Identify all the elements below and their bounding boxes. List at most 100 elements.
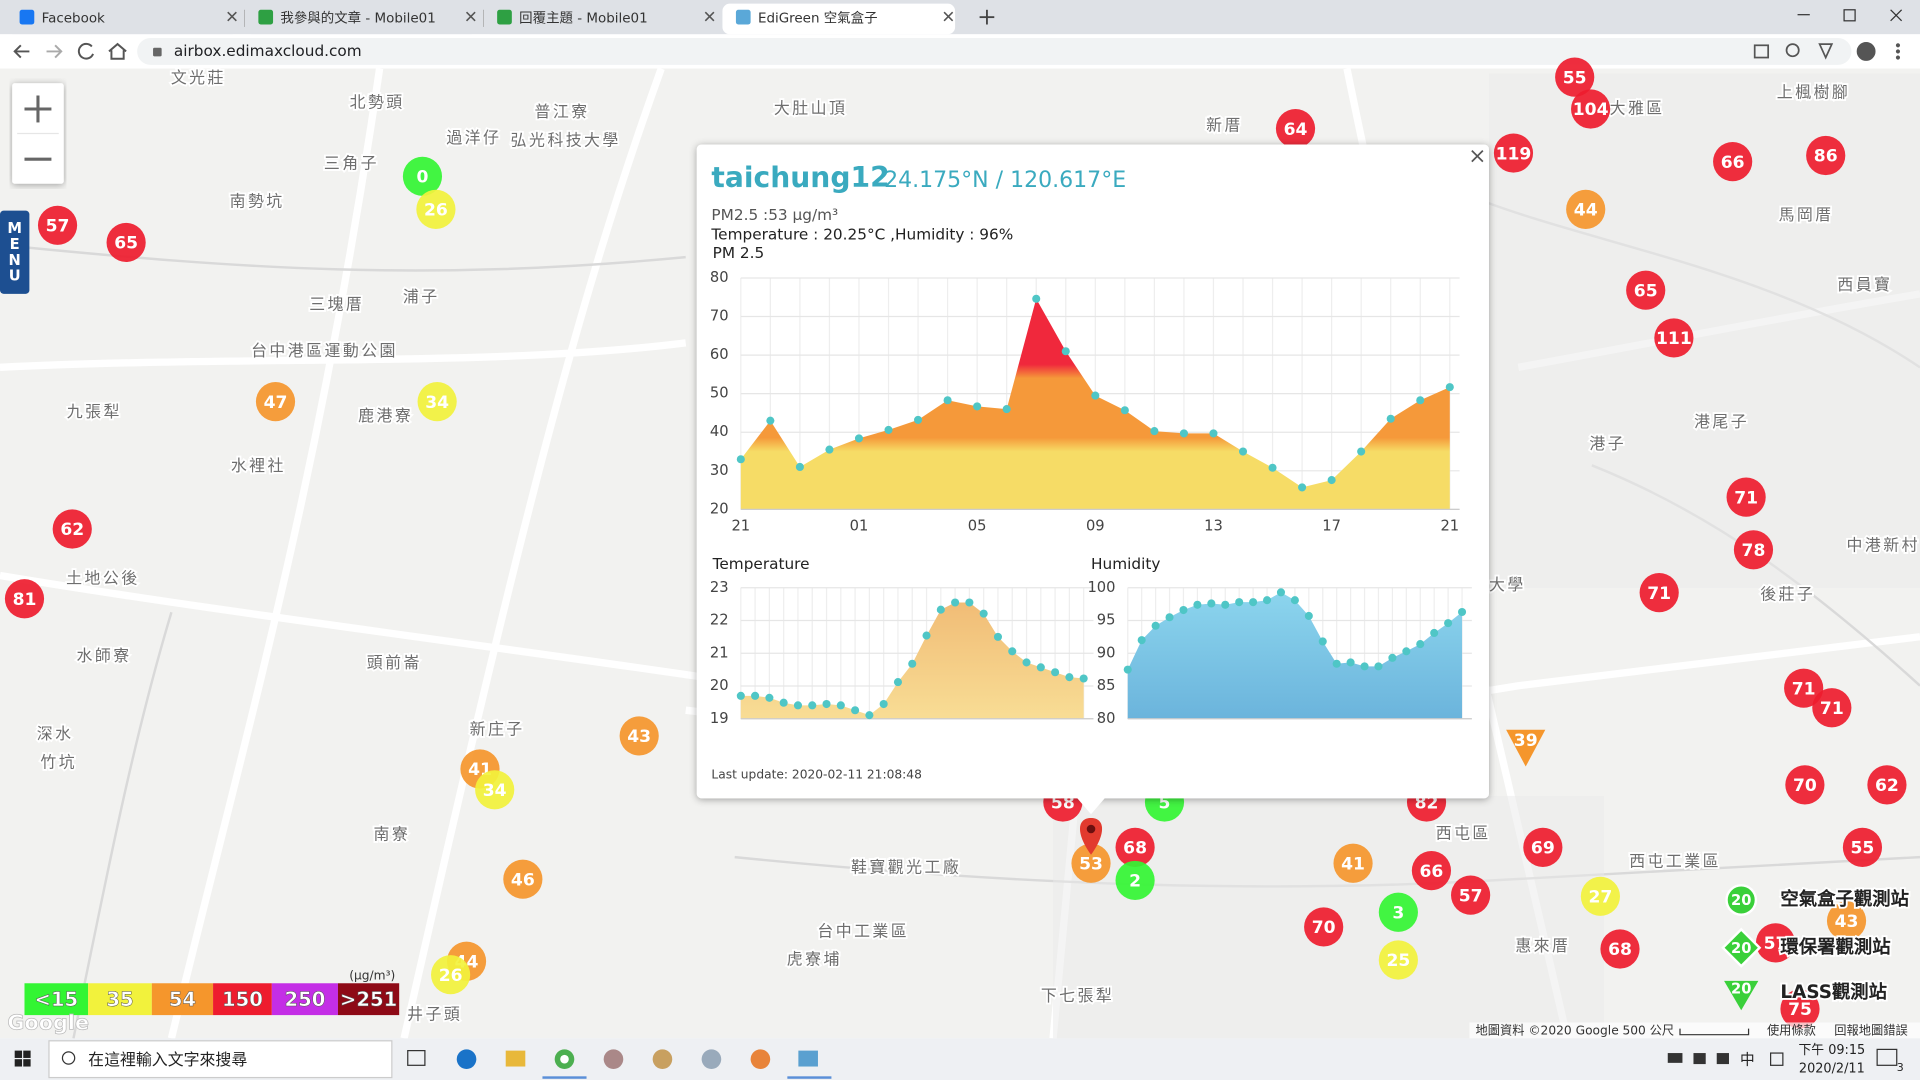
marker[interactable] [1726,477,1766,517]
marker-value: 65 [1634,281,1658,301]
data-point [1091,391,1100,400]
marker[interactable] [503,859,543,899]
tab-close[interactable] [704,11,715,22]
marker[interactable] [1566,189,1606,229]
tab[interactable] [244,3,478,35]
nav-buttons[interactable] [13,42,127,60]
zoom-controls[interactable] [12,83,64,184]
menu-tab[interactable] [0,210,30,294]
marker[interactable] [1580,876,1620,916]
marker[interactable] [106,222,146,263]
window-controls[interactable] [1797,9,1903,22]
data-point [779,698,788,707]
marker[interactable] [1115,827,1155,867]
data-point [1318,637,1327,646]
marker[interactable] [1523,827,1563,867]
place-label: 上楓樹腳 [1777,83,1850,102]
marker[interactable] [1755,923,1796,963]
tab-close[interactable] [465,11,476,22]
marker[interactable] [1780,989,1820,1029]
place-label: 弘光科技大學 [511,130,621,149]
legend-label: 35 [106,988,133,1011]
data-point [1357,447,1366,456]
tabs: Facebook 我參與的文章 - Mobile01 回覆主題 - Mobile01… [6,3,956,35]
data-point [1238,447,1248,456]
marker[interactable] [1626,270,1666,310]
notification-icon[interactable] [1876,1048,1898,1066]
tab[interactable] [483,3,717,35]
marker[interactable] [1071,843,1111,883]
marker[interactable] [1333,843,1373,883]
marker[interactable] [1555,57,1595,97]
urban-area [1488,73,1920,588]
marker[interactable] [416,189,456,229]
popup-close[interactable] [1471,150,1484,163]
marker[interactable] [1275,108,1316,149]
marker[interactable] [1493,133,1534,173]
marker-value: 55 [1563,68,1587,88]
marker[interactable] [1806,135,1846,176]
env-text: Temperature : 20.25°C ,Humidity : 96% [710,226,1013,244]
marker[interactable] [1812,688,1852,728]
marker-value: 5 [1159,793,1171,813]
marker[interactable] [1600,929,1640,969]
marker[interactable] [1571,89,1611,129]
data-point [822,699,831,709]
data-point [808,701,817,710]
marker[interactable] [1826,901,1867,941]
marker[interactable] [417,382,457,422]
toolbar-icons[interactable] [1753,42,1901,61]
marker[interactable] [255,382,296,422]
tab[interactable] [722,3,956,35]
marker[interactable] [475,770,515,810]
start[interactable] [14,1050,31,1067]
legend-label: 150 [222,988,263,1011]
ime[interactable]: 中 [1740,1051,1755,1068]
clock-time[interactable]: 下午 09:15 [1798,1043,1865,1058]
marker[interactable] [1639,573,1679,613]
data-point [1298,483,1307,492]
marker-value: 86 [1814,147,1838,167]
marker[interactable] [1378,940,1418,980]
y-tick-label: 95 [1097,612,1116,629]
marker[interactable] [1378,892,1418,932]
marker[interactable] [1785,765,1825,805]
y-tick-label: 19 [710,710,729,727]
tab[interactable] [6,3,239,35]
pm-legend: <15 35 54 150 250 >251 (μg/m³) [24,968,400,1016]
marker[interactable] [37,205,78,245]
marker[interactable] [1713,142,1753,182]
marker[interactable] [1304,907,1344,947]
marker[interactable] [1115,860,1155,900]
marker-value: 44 [1574,201,1598,221]
marker[interactable] [1842,827,1883,867]
marker[interactable] [619,716,659,756]
marker[interactable] [4,579,45,619]
marker[interactable] [1784,668,1824,708]
marker[interactable] [1867,765,1907,805]
marker[interactable] [1733,530,1774,570]
markers[interactable]: 0 26 57 65 47 34 62 81 43 41 34 46 44 26 64 119 104 55 66 8… [4,57,1907,1029]
place-label: 大雅區 [1610,98,1665,117]
report[interactable]: 回報地圖錯誤 [1834,1023,1907,1038]
taskbar-apps[interactable] [407,1049,832,1079]
marker-value: 57 [1459,886,1483,906]
lass-marker[interactable] [1506,729,1546,767]
marker[interactable] [431,955,471,995]
clock-date[interactable]: 2020/2/11 [1799,1061,1865,1076]
tab-close[interactable] [227,11,237,22]
marker[interactable] [1451,875,1491,915]
tab-close[interactable] [943,11,954,22]
new-tab[interactable] [979,9,995,25]
marker[interactable] [1654,318,1694,358]
marker[interactable] [52,509,92,549]
search-icon [61,1051,76,1065]
marker[interactable] [1411,851,1452,891]
marker[interactable] [402,156,443,196]
tab-title: Facebook [42,11,105,26]
menu-letter: N [9,252,21,269]
terms[interactable]: 使用條款 [1767,1023,1816,1038]
data-point [751,691,760,700]
search-box[interactable] [48,1040,393,1079]
omnibox[interactable] [137,37,1852,65]
